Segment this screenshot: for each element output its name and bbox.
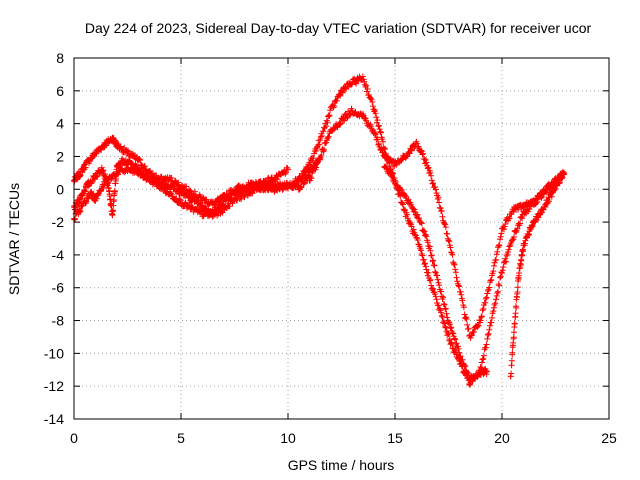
y-tick-label: -10	[44, 345, 64, 361]
y-axis-label: SDTVAR / TECUs	[6, 183, 22, 295]
x-tick-label: 0	[70, 430, 78, 446]
y-tick-label: -4	[52, 247, 65, 263]
plot-frame	[73, 57, 610, 420]
y-tick-label: 8	[56, 50, 64, 66]
series-markers	[381, 163, 490, 383]
y-tick-label: 4	[56, 116, 64, 132]
x-tick-label: 5	[177, 430, 185, 446]
grid	[74, 58, 609, 419]
y-tick-label: 0	[56, 181, 64, 197]
series-trace-e	[306, 105, 568, 341]
series-trace-f	[381, 163, 490, 383]
series-trace-g	[507, 171, 565, 380]
x-tick-label: 25	[601, 430, 617, 446]
y-tick-label: -2	[52, 214, 65, 230]
x-axis-label: GPS time / hours	[288, 457, 395, 473]
chart-title: Day 224 of 2023, Sidereal Day-to-day VTE…	[85, 20, 592, 36]
x-tick-label: 15	[387, 430, 403, 446]
y-tick-label: 6	[56, 83, 64, 99]
data-series	[71, 73, 568, 388]
y-tick-label: -14	[44, 411, 64, 427]
series-markers	[306, 105, 568, 341]
x-tick-label: 20	[494, 430, 510, 446]
y-tick-label: -12	[44, 378, 64, 394]
axis-ticks: 0 5 10 15 20 25 -14 -12 -10 -8 -6 -4 -2 0 2 4 6 8	[44, 50, 617, 446]
series-markers	[507, 171, 565, 380]
y-tick-label: -8	[52, 313, 65, 329]
y-tick-label: -6	[52, 280, 65, 296]
x-tick-label: 10	[280, 430, 296, 446]
y-tick-label: 2	[56, 148, 64, 164]
